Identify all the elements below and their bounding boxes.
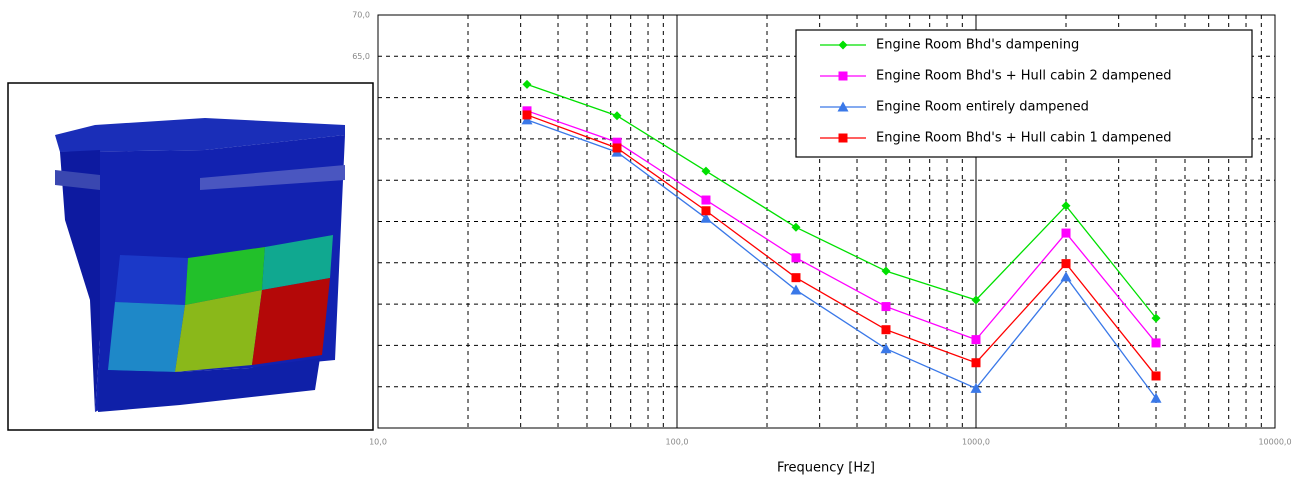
marker bbox=[613, 143, 622, 152]
legend-label: Engine Room Bhd's + Hull cabin 2 dampene… bbox=[876, 69, 1172, 84]
series-line bbox=[527, 120, 1156, 398]
marker bbox=[791, 223, 800, 232]
marker bbox=[1061, 271, 1072, 281]
marker bbox=[1151, 393, 1162, 403]
legend-label: Engine Room Bhd's + Hull cabin 1 dampene… bbox=[876, 131, 1172, 146]
marker bbox=[790, 285, 801, 295]
marker bbox=[972, 335, 981, 344]
marker bbox=[1152, 338, 1161, 347]
marker bbox=[522, 110, 531, 119]
marker bbox=[880, 343, 891, 353]
legend-label: Engine Room Bhd's dampening bbox=[876, 38, 1079, 53]
marker bbox=[972, 358, 981, 367]
legend-marker bbox=[839, 72, 848, 81]
x-axis-label: Frequency [Hz] bbox=[777, 461, 875, 476]
marker bbox=[701, 206, 710, 215]
marker bbox=[701, 196, 710, 205]
page: 70,0 65,0 10,0 100,0 1000,0 10000,0 Engine Roo… bbox=[0, 0, 1298, 478]
marker bbox=[881, 267, 890, 276]
marker bbox=[613, 111, 622, 120]
marker bbox=[881, 325, 890, 334]
marker bbox=[1152, 371, 1161, 380]
legend-label: Engine Room entirely dampened bbox=[876, 100, 1089, 115]
legend-marker bbox=[839, 134, 848, 143]
marker bbox=[701, 167, 710, 176]
x-tick-label: 1000,0 bbox=[962, 438, 990, 447]
y-tick-label: 70,0 bbox=[352, 11, 370, 20]
x-tick-label: 10000,0 bbox=[1258, 438, 1291, 447]
x-tick-label: 10,0 bbox=[369, 438, 387, 447]
x-tick-label: 100,0 bbox=[666, 438, 689, 447]
marker bbox=[791, 253, 800, 262]
marker bbox=[791, 273, 800, 282]
marker bbox=[1062, 229, 1071, 238]
chart: 70,0 65,0 10,0 100,0 1000,0 10000,0 Engine Roo… bbox=[352, 11, 1291, 447]
marker bbox=[881, 302, 890, 311]
marker bbox=[1062, 259, 1071, 268]
model-image bbox=[8, 83, 373, 430]
y-tick-label: 65,0 bbox=[352, 52, 370, 61]
marker bbox=[522, 80, 531, 89]
legend: Engine Room Bhd's dampening Engine Room B… bbox=[796, 30, 1252, 157]
